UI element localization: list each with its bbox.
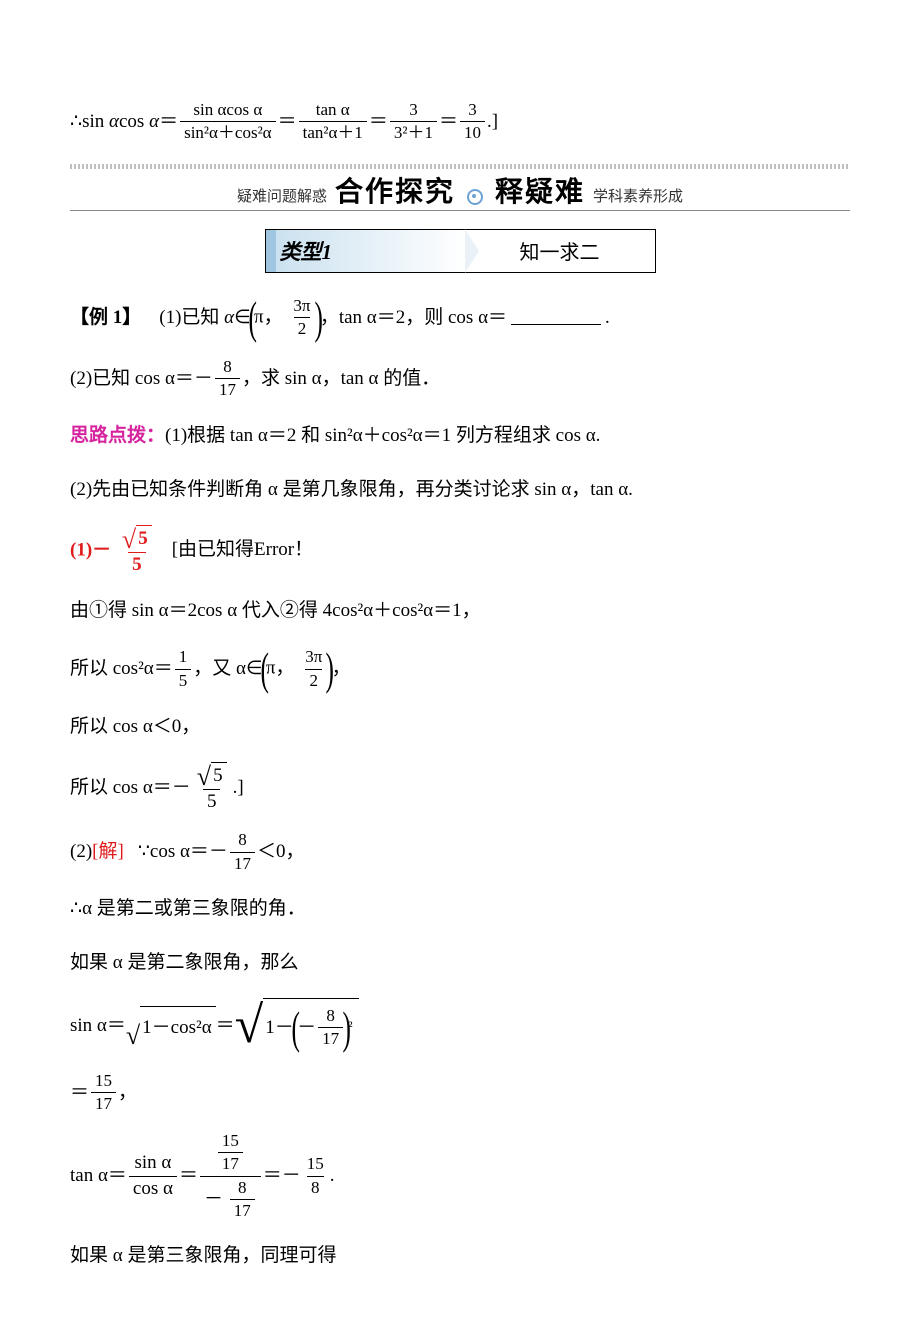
eq: ＝ [439, 103, 458, 141]
paren-icon: ( [291, 1005, 299, 1051]
fraction: 15 17 [91, 1071, 116, 1115]
paren-icon: ( [248, 295, 256, 341]
text: .] [233, 769, 244, 807]
hint-label: 思路点拨： [70, 417, 165, 455]
fraction: 8 17 [215, 357, 240, 401]
eq: ＝ [278, 103, 297, 141]
solution2-line1: (2) [解] ∵cos α＝－ 8 17 ＜0， [70, 830, 850, 874]
sin-derivation: sin α＝ √ 1－cos²α ＝ √ 1－ ( － 8 17 ) ² [70, 998, 850, 1055]
tan-derivation: tan α＝ sin α cos α ＝ 15 17 － 8 17 ＝－ [70, 1131, 850, 1222]
text: 所以 cos α＝－ [70, 769, 191, 807]
sqrt: √ 1－cos²α [126, 1006, 216, 1047]
last-line: 如果 α 是第三象限角，同理可得 [70, 1237, 850, 1275]
text: . [605, 299, 610, 337]
fraction: 3 3²＋1 [390, 100, 437, 144]
step1: 由①得 sin α＝2cos α 代入②得 4cos²α＋cos²α＝1， [70, 592, 850, 630]
example1-part2: (2)已知 cos α＝－ 8 17 ，求 sin α，tan α 的值． [70, 357, 850, 401]
text: ，求 sin α，tan α 的值． [242, 360, 440, 398]
sqrt-big: √ 1－ ( － 8 17 ) ² [235, 998, 359, 1055]
fraction: 8 17 [230, 830, 255, 874]
text: ，tan α＝2，则 cos α＝ [320, 299, 507, 337]
eq-15-17: ＝ 15 17 ， [70, 1071, 850, 1115]
bullet-icon [467, 189, 483, 205]
jie-label: [解] [92, 833, 124, 871]
tail: .] [487, 103, 498, 141]
top-formula: ∴sin αcos α＝ sin αcos α sin²α＋cos²α ＝ ta… [70, 100, 850, 144]
banner-main1: 合作探究 [335, 177, 455, 208]
fraction: √5 5 [193, 762, 231, 814]
text: 所以 cos²α＝ [70, 650, 173, 688]
text: ， [332, 650, 351, 688]
banner-main2: 释疑难 [495, 177, 585, 208]
blank-underline [511, 310, 601, 325]
answer1: (1)－ √5 5 [由已知得 Error！ [70, 525, 850, 577]
tail: ， [118, 1074, 137, 1112]
banner-left: 疑难问题解惑 [237, 189, 327, 205]
type-box: 类型1 知一求二 [70, 229, 850, 273]
compound-fraction: 15 17 － 8 17 [200, 1131, 261, 1222]
ans-prefix: (1)－ √5 5 [70, 525, 158, 577]
example1-part1: 【例 1】 (1)已知 α∈ ( π， 3π 2 ) ，tan α＝2，则 co… [70, 295, 850, 341]
type-right: 知一求二 [465, 230, 655, 272]
paren-icon: ) [343, 1005, 351, 1051]
banner-right: 学科素养形成 [593, 189, 683, 205]
step4: 所以 cos α＝－ √5 5 .] [70, 762, 850, 814]
hint-line1: 思路点拨： (1)根据 tan α＝2 和 sin²α＋cos²α＝1 列方程组… [70, 417, 850, 455]
fraction: 1 5 [175, 647, 192, 691]
eq: ＝ [369, 103, 388, 141]
paren-icon: ) [314, 295, 322, 341]
eq: ＝ [216, 1007, 235, 1045]
step3: 所以 cos α＜0， [70, 708, 850, 746]
interval: π， 3π 2 [254, 296, 316, 340]
fraction: tan α tan²α＋1 [299, 100, 367, 144]
text: (2)已知 cos α＝－ [70, 360, 213, 398]
text: [由已知得 [172, 531, 254, 569]
solution2-line2: ∴α 是第二或第三象限的角． [70, 890, 850, 928]
label: (2) [70, 833, 92, 871]
text: ，又 α∈ [193, 650, 262, 688]
interval: π， 3π 2 [266, 647, 328, 691]
hint-line2: (2)先由已知条件判断角 α 是第几象限角，再分类讨论求 sin α，tan α… [70, 471, 850, 509]
fraction: sin α cos α [129, 1152, 177, 1201]
type-left: 类型1 [266, 230, 465, 272]
eq: ＝－ [263, 1157, 301, 1195]
fraction: sin αcos α sin²α＋cos²α [180, 100, 276, 144]
paren-icon: ( [260, 646, 268, 692]
text: ∴sin αcos α＝ [70, 103, 178, 141]
text: tan α＝ [70, 1157, 127, 1195]
eq: ＝ [179, 1157, 198, 1195]
text: (1)已知 α∈ [159, 299, 250, 337]
example-label: 【例 1】 [70, 299, 141, 337]
section-banner: 疑难问题解惑 合作探究 释疑难 学科素养形成 [70, 164, 850, 211]
paren-icon: ) [326, 646, 334, 692]
eq: ＝ [70, 1074, 89, 1112]
fraction: 15 8 [303, 1154, 328, 1198]
text: sin α＝ [70, 1007, 126, 1045]
solution2-line3: 如果 α 是第二象限角，那么 [70, 944, 850, 982]
fraction: 3 10 [460, 100, 485, 144]
text: ＜0， [257, 833, 305, 871]
step2: 所以 cos²α＝ 1 5 ，又 α∈ ( π， 3π 2 ) ， [70, 646, 850, 692]
text: ∵cos α＝－ [138, 833, 228, 871]
error-text: Error！ [254, 531, 313, 569]
tail: . [330, 1157, 335, 1195]
text: (1)根据 tan α＝2 和 sin²α＋cos²α＝1 列方程组求 cos … [165, 417, 600, 455]
